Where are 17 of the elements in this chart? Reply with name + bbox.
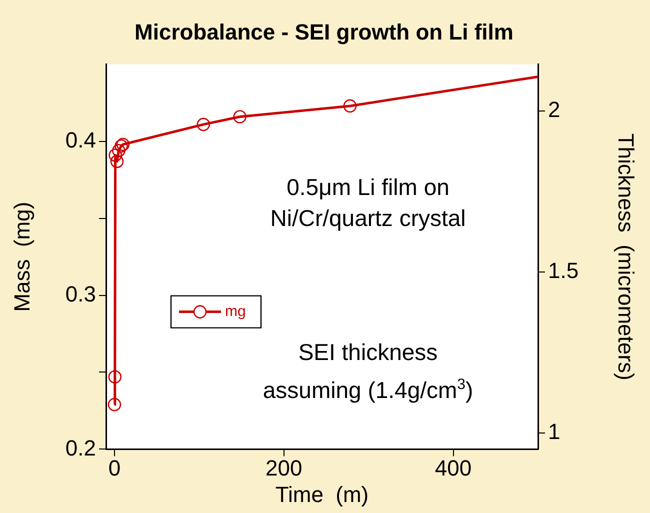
annotation: SEI thickness [298, 339, 438, 365]
y2-tick-label: 1 [548, 419, 560, 444]
y2-axis-title: Thickness (micrometers) [614, 133, 639, 380]
x-tick-label: 200 [266, 455, 302, 480]
y2-tick-label: 2 [548, 97, 560, 122]
x-tick-label: 0 [108, 455, 121, 480]
x-axis-title: Time (m) [275, 482, 369, 507]
annotation: 0.5μm Li film on [286, 174, 450, 200]
y-tick-label: 0.4 [65, 127, 96, 152]
y-axis-title: Mass (mg) [9, 202, 34, 312]
y-tick-label: 0.3 [65, 281, 96, 306]
legend-label: mg [225, 302, 246, 320]
y2-tick-label: 1.5 [548, 258, 579, 284]
y-tick-label: 0.2 [65, 435, 96, 460]
chart-title: Microbalance - SEI growth on Li film [134, 19, 514, 44]
x-tick-label: 400 [434, 455, 472, 480]
annotation: Ni/Cr/quartz crystal [270, 205, 466, 231]
